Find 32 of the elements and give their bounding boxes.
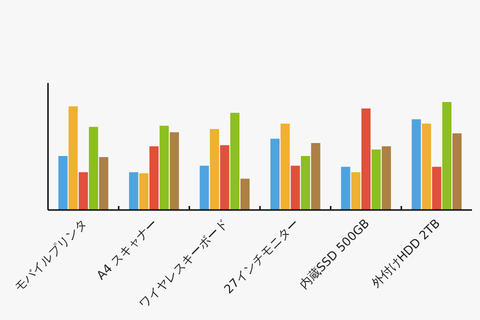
- bar: [160, 126, 169, 210]
- bar: [452, 133, 462, 210]
- bar: [220, 145, 230, 210]
- bar: [139, 173, 148, 210]
- x-tick-label: A4 スキャナー: [94, 216, 160, 282]
- bar: [422, 124, 432, 210]
- bar: [442, 102, 452, 210]
- bar: [99, 157, 108, 210]
- bar: [382, 146, 391, 210]
- bar: [149, 146, 159, 210]
- bar: [270, 138, 280, 210]
- bar: [300, 156, 310, 210]
- bar: [240, 178, 250, 210]
- bar: [200, 166, 209, 210]
- bar: [412, 119, 421, 210]
- bar: [210, 129, 220, 210]
- bar: [311, 143, 320, 210]
- bar: [432, 166, 442, 210]
- bar: [290, 166, 300, 210]
- bar: [351, 172, 360, 210]
- bar: [78, 172, 88, 210]
- bar: [129, 172, 138, 210]
- bar: [88, 126, 98, 210]
- bar: [230, 112, 240, 210]
- bar: [341, 166, 350, 210]
- bar: [372, 150, 381, 210]
- bar: [361, 108, 371, 210]
- bar: [58, 156, 68, 210]
- bar: [280, 124, 290, 210]
- bar: [68, 106, 78, 210]
- x-tick-label: モバイルプリンタ: [12, 216, 90, 294]
- bar: [170, 132, 179, 210]
